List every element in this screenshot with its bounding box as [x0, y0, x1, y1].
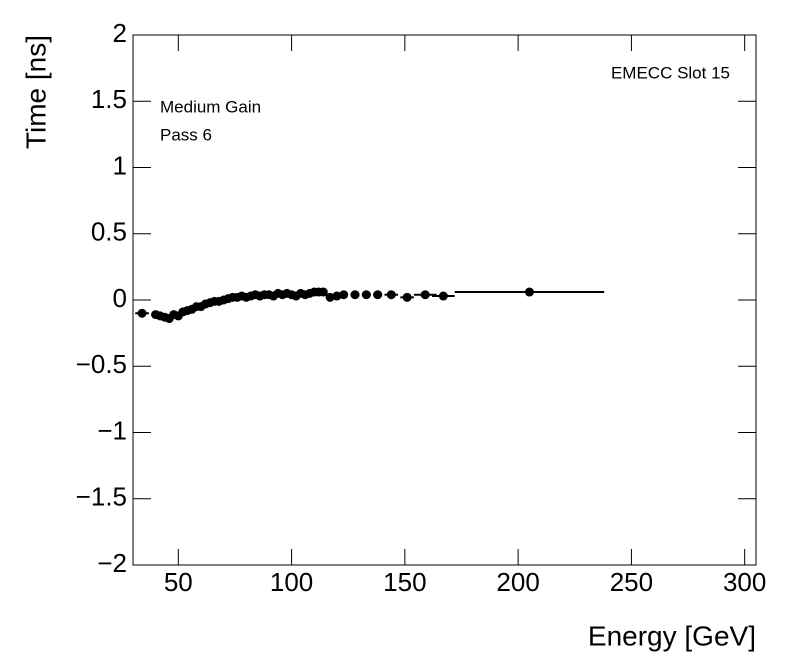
data-point [137, 308, 147, 318]
y-tick-label: −1.5 [76, 482, 127, 512]
data-point [373, 290, 383, 300]
x-tick-label: 200 [496, 567, 539, 597]
data-point [350, 290, 360, 300]
y-tick-label: 2 [113, 18, 127, 48]
data-point [524, 287, 534, 297]
x-tick-label: 250 [610, 567, 653, 597]
y-tick-label: 0 [113, 283, 127, 313]
data-point [332, 291, 342, 301]
x-tick-label: 300 [723, 567, 766, 597]
y-tick-label: 0.5 [91, 217, 127, 247]
x-tick-label: 100 [270, 567, 313, 597]
data-point [386, 290, 396, 300]
y-tick-label: −1 [97, 415, 127, 445]
y-tick-label: −0.5 [76, 349, 127, 379]
x-tick-label: 150 [383, 567, 426, 597]
y-tick-label: 1 [113, 150, 127, 180]
annotation: Pass 6 [160, 125, 212, 144]
data-point [361, 290, 371, 300]
y-tick-label: 1.5 [91, 84, 127, 114]
data-point [402, 292, 412, 302]
x-tick-label: 50 [164, 567, 193, 597]
y-axis-title: Time [ns] [20, 35, 51, 149]
y-tick-label: −2 [97, 548, 127, 578]
data-point [438, 291, 448, 301]
data-point [318, 287, 328, 297]
annotation: EMECC Slot 15 [611, 63, 730, 82]
annotation: Medium Gain [160, 97, 261, 116]
data-point [339, 290, 349, 300]
data-point [420, 290, 430, 300]
x-axis-title: Energy [GeV] [588, 620, 756, 651]
data-point [325, 292, 335, 302]
